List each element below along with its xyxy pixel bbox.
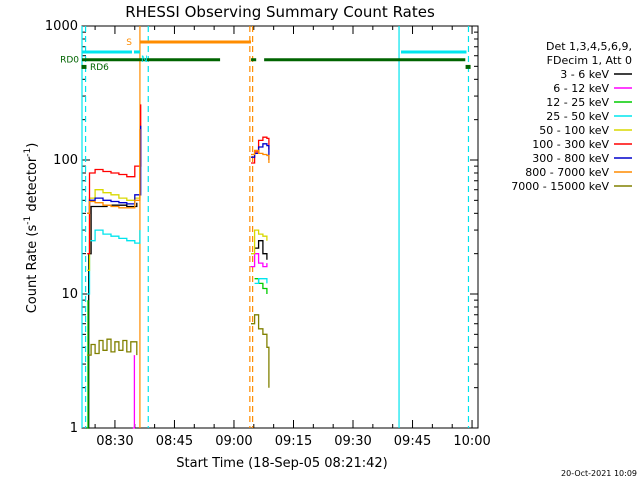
legend-entry-label: 12 - 25 keV — [546, 96, 609, 109]
legend: Det 1,3,4,5,6,9,FDecim 1, Att 03 - 6 keV… — [511, 40, 632, 193]
x-tick-label: 09:45 — [394, 434, 431, 449]
x-axis-label: Start Time (18-Sep-05 08:21:42) — [176, 456, 387, 471]
series-line — [251, 314, 270, 388]
series-lines — [86, 104, 270, 429]
legend-entry-label: 100 - 300 keV — [532, 138, 609, 151]
legend-header: FDecim 1, Att 0 — [547, 54, 632, 67]
legend-entry-label: 50 - 100 keV — [539, 124, 609, 137]
series-line — [86, 300, 89, 429]
y-axis-label-end: ) — [25, 143, 40, 148]
series-line — [250, 253, 268, 268]
y-axis-label-sup1: -1 — [23, 216, 33, 225]
axes: 08:30 08:45 09:00 09:15 09:30 09:45 10:00 1 10 10… — [45, 19, 491, 449]
timestamp: 20-Oct-2021 10:09 — [561, 469, 637, 478]
series-line — [251, 143, 270, 160]
rd6-mark — [465, 64, 471, 69]
rd0-label: RD0 — [60, 56, 79, 66]
rd6-mark — [81, 64, 87, 69]
y-tick-label: 100 — [53, 153, 78, 168]
series-line — [254, 240, 268, 260]
s-label: S — [126, 38, 132, 48]
n-label: N — [141, 55, 148, 65]
legend-entry-label: 25 - 50 keV — [546, 110, 609, 123]
series-line — [254, 278, 268, 285]
legend-entry-label: 7000 - 15000 keV — [511, 180, 609, 193]
series-line — [254, 278, 268, 294]
legend-header: Det 1,3,4,5,6,9, — [546, 40, 632, 53]
y-axis-label-mid: detector — [25, 156, 40, 216]
series-line — [86, 202, 138, 429]
x-tick-label: 09:30 — [334, 434, 371, 449]
legend-entry-label: 300 - 800 keV — [532, 152, 609, 165]
svg-text:Count Rate (s-1 detector-1): Count Rate (s-1 detector-1) — [23, 143, 40, 314]
state-bars: RD0 RD6 SN — [60, 38, 471, 73]
series-line — [132, 355, 136, 429]
y-axis-label-main: Count Rate (s — [25, 225, 40, 314]
legend-entry-label: 3 - 6 keV — [560, 68, 609, 81]
x-tick-label: 09:00 — [215, 434, 252, 449]
legend-entry-label: 6 - 12 keV — [553, 82, 609, 95]
series-line — [87, 338, 138, 356]
x-tick-label: 08:45 — [156, 434, 193, 449]
y-tick-label: 10 — [61, 287, 78, 302]
series-line — [251, 229, 268, 255]
y-tick-label: 1 — [70, 421, 78, 436]
legend-entry-label: 800 - 7000 keV — [525, 166, 609, 179]
x-tick-label: 08:30 — [96, 434, 133, 449]
series-line — [87, 229, 141, 295]
x-tick-label: 09:15 — [275, 434, 312, 449]
series-line — [87, 129, 141, 214]
y-axis-label-sup2: -1 — [23, 148, 33, 157]
chart-title: RHESSI Observing Summary Count Rates — [125, 3, 435, 21]
series-line — [251, 149, 270, 163]
rd6-label: RD6 — [90, 63, 109, 73]
series-line — [251, 136, 270, 164]
plot-frame — [81, 25, 479, 429]
y-axis-label: Count Rate (s-1 detector-1) — [23, 143, 40, 314]
series-line — [87, 104, 142, 255]
segment-markers — [81, 26, 470, 428]
x-tick-label: 10:00 — [453, 434, 490, 449]
y-tick-label: 1000 — [45, 19, 78, 34]
